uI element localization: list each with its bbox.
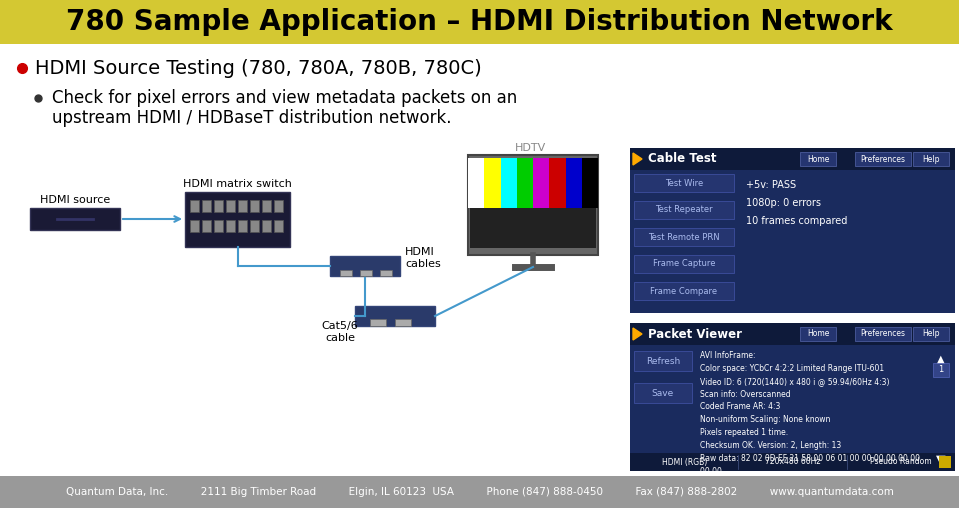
Bar xyxy=(634,255,734,273)
Text: Home: Home xyxy=(807,154,830,164)
Text: ▼: ▼ xyxy=(936,453,946,466)
Bar xyxy=(517,158,533,208)
Bar xyxy=(262,220,271,232)
Bar xyxy=(468,158,484,208)
Bar xyxy=(190,220,199,232)
Text: Frame Capture: Frame Capture xyxy=(653,260,715,269)
Bar xyxy=(202,220,211,232)
Bar xyxy=(855,152,911,166)
Text: Frame Compare: Frame Compare xyxy=(650,287,717,296)
Bar xyxy=(226,220,235,232)
Text: Refresh: Refresh xyxy=(645,357,680,365)
Bar xyxy=(634,228,734,246)
Bar xyxy=(262,200,271,212)
Bar xyxy=(226,200,235,212)
Bar xyxy=(566,158,582,208)
Polygon shape xyxy=(633,153,642,165)
Text: AVI InfoFrame:
Color space: YCbCr 4:2:2 Limited Range ITU-601
Video ID: 6 (720(1: AVI InfoFrame: Color space: YCbCr 4:2:2 … xyxy=(700,351,920,475)
Bar xyxy=(202,200,211,212)
Bar xyxy=(330,256,400,276)
Bar xyxy=(630,453,955,471)
Bar xyxy=(855,327,911,341)
Text: 1: 1 xyxy=(938,365,944,374)
Text: upstream HDMI / HDBaseT distribution network.: upstream HDMI / HDBaseT distribution net… xyxy=(52,109,452,127)
Bar xyxy=(634,201,734,219)
Bar xyxy=(582,158,598,208)
Text: Save: Save xyxy=(652,389,674,397)
Bar xyxy=(380,270,392,276)
Bar xyxy=(214,220,223,232)
Text: Pseudo Random: Pseudo Random xyxy=(870,458,931,466)
Bar xyxy=(395,319,411,326)
Text: Test Repeater: Test Repeater xyxy=(655,206,713,214)
Bar xyxy=(30,208,120,230)
Bar xyxy=(190,200,199,212)
Bar xyxy=(355,306,435,326)
Text: 780 Sample Application – HDMI Distribution Network: 780 Sample Application – HDMI Distributi… xyxy=(66,8,893,36)
Text: Quantum Data, Inc.          2111 Big Timber Road          Elgin, IL 60123  USA  : Quantum Data, Inc. 2111 Big Timber Road … xyxy=(65,487,894,497)
Text: ▲: ▲ xyxy=(936,353,946,366)
Text: +5v: PASS
1080p: 0 errors
10 frames compared: +5v: PASS 1080p: 0 errors 10 frames comp… xyxy=(746,180,848,226)
Text: Packet Viewer: Packet Viewer xyxy=(648,328,742,340)
Bar xyxy=(214,200,223,212)
Bar xyxy=(550,158,566,208)
Bar xyxy=(913,152,949,166)
Bar xyxy=(630,148,955,170)
Bar xyxy=(939,456,951,468)
Bar xyxy=(800,327,836,341)
Bar xyxy=(933,363,949,377)
Bar xyxy=(800,152,836,166)
Text: Check for pixel errors and view metadata packets on an: Check for pixel errors and view metadata… xyxy=(52,89,517,107)
Text: Test Remote PRN: Test Remote PRN xyxy=(648,233,720,241)
Bar xyxy=(913,327,949,341)
Text: Preferences: Preferences xyxy=(860,154,905,164)
Bar xyxy=(630,323,955,345)
Bar xyxy=(250,200,259,212)
Bar xyxy=(274,200,283,212)
Bar xyxy=(185,192,290,247)
Bar xyxy=(340,270,352,276)
Bar xyxy=(238,200,247,212)
Text: HDTV: HDTV xyxy=(514,143,546,153)
Bar xyxy=(470,208,596,248)
Bar xyxy=(501,158,517,208)
Bar xyxy=(250,220,259,232)
Text: Preferences: Preferences xyxy=(860,330,905,338)
Text: Cable Test: Cable Test xyxy=(648,152,716,166)
Bar xyxy=(370,319,386,326)
Text: HDMI Source Testing (780, 780A, 780B, 780C): HDMI Source Testing (780, 780A, 780B, 78… xyxy=(35,58,481,78)
Polygon shape xyxy=(633,328,642,340)
Bar xyxy=(360,270,372,276)
Bar xyxy=(634,383,692,403)
Text: 720x480 60Hz: 720x480 60Hz xyxy=(764,458,820,466)
Text: HDMI matrix switch: HDMI matrix switch xyxy=(183,179,292,189)
Bar xyxy=(238,220,247,232)
Text: HDMI source: HDMI source xyxy=(40,195,110,205)
Text: HDMI
cables: HDMI cables xyxy=(405,247,441,269)
Bar xyxy=(634,174,734,192)
Bar xyxy=(0,0,959,44)
Bar xyxy=(274,220,283,232)
Text: HDMI (RGB): HDMI (RGB) xyxy=(662,458,707,466)
Text: Help: Help xyxy=(923,330,940,338)
Text: Help: Help xyxy=(923,154,940,164)
Bar xyxy=(533,158,550,208)
Bar xyxy=(634,282,734,300)
Text: Test Wire: Test Wire xyxy=(665,178,703,187)
Bar xyxy=(630,323,955,471)
Bar xyxy=(630,148,955,313)
Bar xyxy=(484,158,501,208)
Bar xyxy=(634,351,692,371)
Bar xyxy=(0,476,959,508)
Bar xyxy=(468,155,598,255)
Text: Cat5/6
cable: Cat5/6 cable xyxy=(321,321,359,343)
Text: Home: Home xyxy=(807,330,830,338)
